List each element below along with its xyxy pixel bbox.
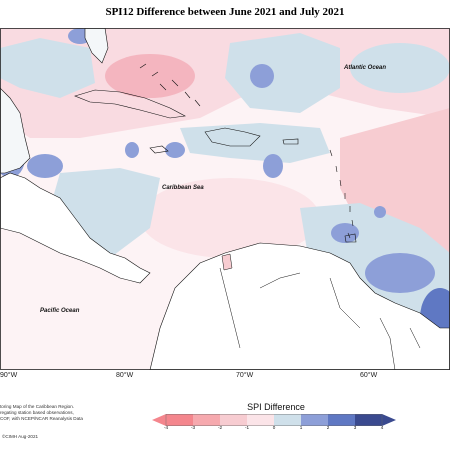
legend-title: SPI Difference [247, 402, 305, 412]
landmass-mexico [0, 87, 31, 174]
wet-anomaly-gulf [0, 38, 95, 98]
wet-anomaly-antilles [180, 123, 330, 163]
legend-bin-5 [274, 414, 301, 426]
landmass-trinidad [344, 233, 357, 243]
legend-bin-6 [301, 414, 328, 426]
legend-border [165, 414, 383, 426]
legend-bin-8 [355, 414, 382, 426]
landmass-lesser-antilles [329, 149, 354, 239]
legend-tick-minus1: -1 [244, 425, 250, 430]
legend-arrow-right [382, 414, 396, 426]
wet-anomaly-bahamas [350, 43, 450, 93]
longitude-label-70w: 70°W [236, 372, 254, 379]
landmass-bahamas [139, 63, 201, 107]
credits-line-1: toring Map of the Caribbean Region. [0, 404, 75, 409]
country-borders [219, 267, 421, 370]
spi-difference-map: Atlantic Ocean Caribbean Sea Pacific Oce… [0, 28, 450, 370]
wet-spot-7 [365, 253, 435, 293]
legend-tick-2: 2 [326, 425, 330, 430]
legend-bin-2 [193, 414, 220, 426]
wet-spot-1 [250, 64, 274, 88]
legend-bin-7 [328, 414, 355, 426]
wet-spot-2 [263, 154, 283, 178]
legend-tick-4: 4 [380, 425, 384, 430]
wet-spot-6 [331, 223, 359, 243]
copyright-text: ©CIMH Aug-2021 [2, 434, 39, 439]
credits-line-3: COF, with NCEP/NCAR Reanalysis Data [0, 416, 83, 421]
dry-anomaly-cuba [105, 54, 195, 98]
wet-spot-5 [27, 154, 63, 178]
wet-anomaly-atlantic [225, 33, 340, 113]
atlantic-ocean-label: Atlantic Ocean [343, 65, 386, 71]
credits-line-2: regating station based observations, [0, 410, 74, 415]
landmass-jamaica [149, 145, 169, 154]
legend-tick-1: 1 [299, 425, 303, 430]
legend-arrow-left [152, 414, 166, 426]
caribbean-sea-label: Caribbean Sea [162, 185, 204, 191]
landmass-puerto-rico [282, 138, 299, 145]
longitude-label-80w: 80°W [116, 372, 134, 379]
longitude-label-60w: 60°W [360, 372, 378, 379]
legend-tick-0: 0 [272, 425, 276, 430]
legend-tick-minus2: -2 [217, 425, 223, 430]
legend-tick-3: 3 [353, 425, 357, 430]
dry-anomaly-central [140, 178, 320, 258]
legend-bin-3 [220, 414, 247, 426]
landmass-central-america [0, 172, 151, 284]
legend-colorbar [152, 414, 396, 426]
landmass-hispaniola [204, 127, 261, 147]
legend-bin-4 [247, 414, 274, 426]
lake-maracaibo [221, 253, 233, 271]
legend-tick-minus4: -4 [163, 425, 169, 430]
wet-spot-3 [165, 142, 185, 158]
wet-spot-11 [374, 206, 386, 218]
longitude-label-90w: 90°W [0, 372, 18, 379]
landmass-cuba [74, 89, 186, 119]
wet-spot-4 [125, 142, 139, 158]
landmass-florida [84, 28, 109, 64]
pacific-ocean-label: Pacific Ocean [40, 308, 80, 314]
map-title: SPI12 Difference between June 2021 and J… [105, 6, 345, 18]
legend-bin-1 [166, 414, 193, 426]
landmass-south-america [149, 242, 450, 370]
legend-tick-minus3: -3 [190, 425, 196, 430]
credits-text: toring Map of the Caribbean Region. rega… [0, 404, 120, 422]
